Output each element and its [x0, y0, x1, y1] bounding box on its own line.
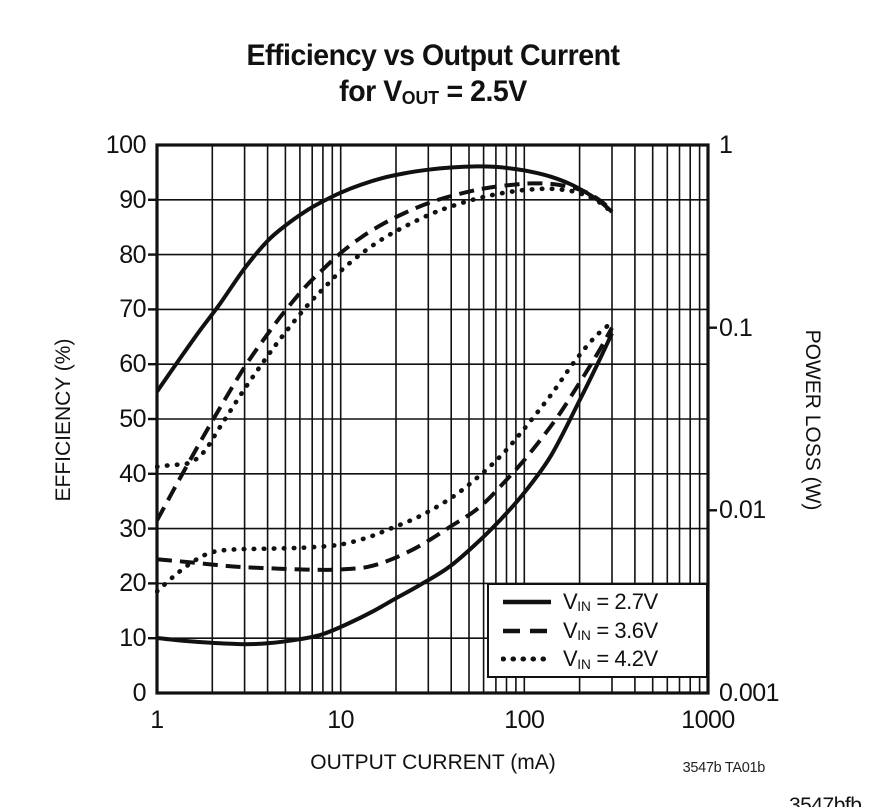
- legend-box: VIN = 2.7V VIN = 3.6V VIN = 4.2V: [487, 583, 708, 678]
- y-right-tick-label: 0.1: [719, 313, 753, 342]
- legend-line-solid-icon: [501, 598, 553, 606]
- vout-subscript: OUT: [401, 87, 440, 109]
- y-left-tick-label: 90: [119, 185, 146, 214]
- y-left-tick-label: 70: [119, 295, 146, 324]
- y-left-tick-label: 10: [119, 624, 146, 653]
- y-left-tick-label: 100: [105, 131, 147, 159]
- series-power_loss-vin-4.2V: [155, 320, 615, 594]
- y-right-tick-label: 0.001: [719, 679, 780, 707]
- y-left-tick-label: 40: [119, 459, 146, 488]
- y-left-tick-label: 60: [119, 350, 146, 379]
- legend-item-vin-4-2: VIN = 4.2V: [501, 645, 706, 673]
- y-left-tick-label: 0: [132, 679, 147, 707]
- x-axis-tick-label: 1000: [681, 706, 735, 734]
- plot-id-note: 3547b TA01b: [682, 760, 766, 776]
- x-axis-label: OUTPUT CURRENT (mA): [310, 751, 556, 774]
- series-power_loss-vin-2.7V: [156, 332, 614, 647]
- chart-title-line1: Efficiency vs Output Current: [246, 39, 620, 72]
- y-left-tick-label: 20: [119, 569, 146, 598]
- y-left-tick-label: 50: [119, 405, 146, 433]
- series-efficiency-vin-2.7V: [155, 164, 614, 393]
- x-axis-tick-label: 100: [504, 706, 545, 734]
- series-efficiency-vin-4.2V: [155, 186, 615, 469]
- legend-item-vin-3-6: VIN = 3.6V: [501, 617, 706, 645]
- legend-item-vin-2-7: VIN = 2.7V: [501, 588, 706, 616]
- legend-line-dashed-icon: [501, 627, 553, 635]
- y-left-tick-label: 80: [119, 240, 146, 269]
- footer-code-cutoff: 3547bfb: [789, 794, 862, 807]
- series-power_loss-vin-3.6V: [156, 326, 614, 572]
- y-left-tick-label: 30: [119, 514, 146, 543]
- x-axis-tick-label: 1: [150, 706, 164, 734]
- x-axis-tick-label: 10: [327, 706, 355, 734]
- series-efficiency-vin-3.6V: [155, 181, 614, 522]
- legend-line-dotted-icon: [501, 655, 553, 663]
- chart-title-line2: for VOUT = 2.5V: [339, 75, 527, 109]
- y-right-tick-label: 0.01: [719, 496, 766, 525]
- y-right-tick-label: 1: [719, 131, 733, 159]
- chart-title: Efficiency vs Output Current for VOUT = …: [246, 38, 620, 113]
